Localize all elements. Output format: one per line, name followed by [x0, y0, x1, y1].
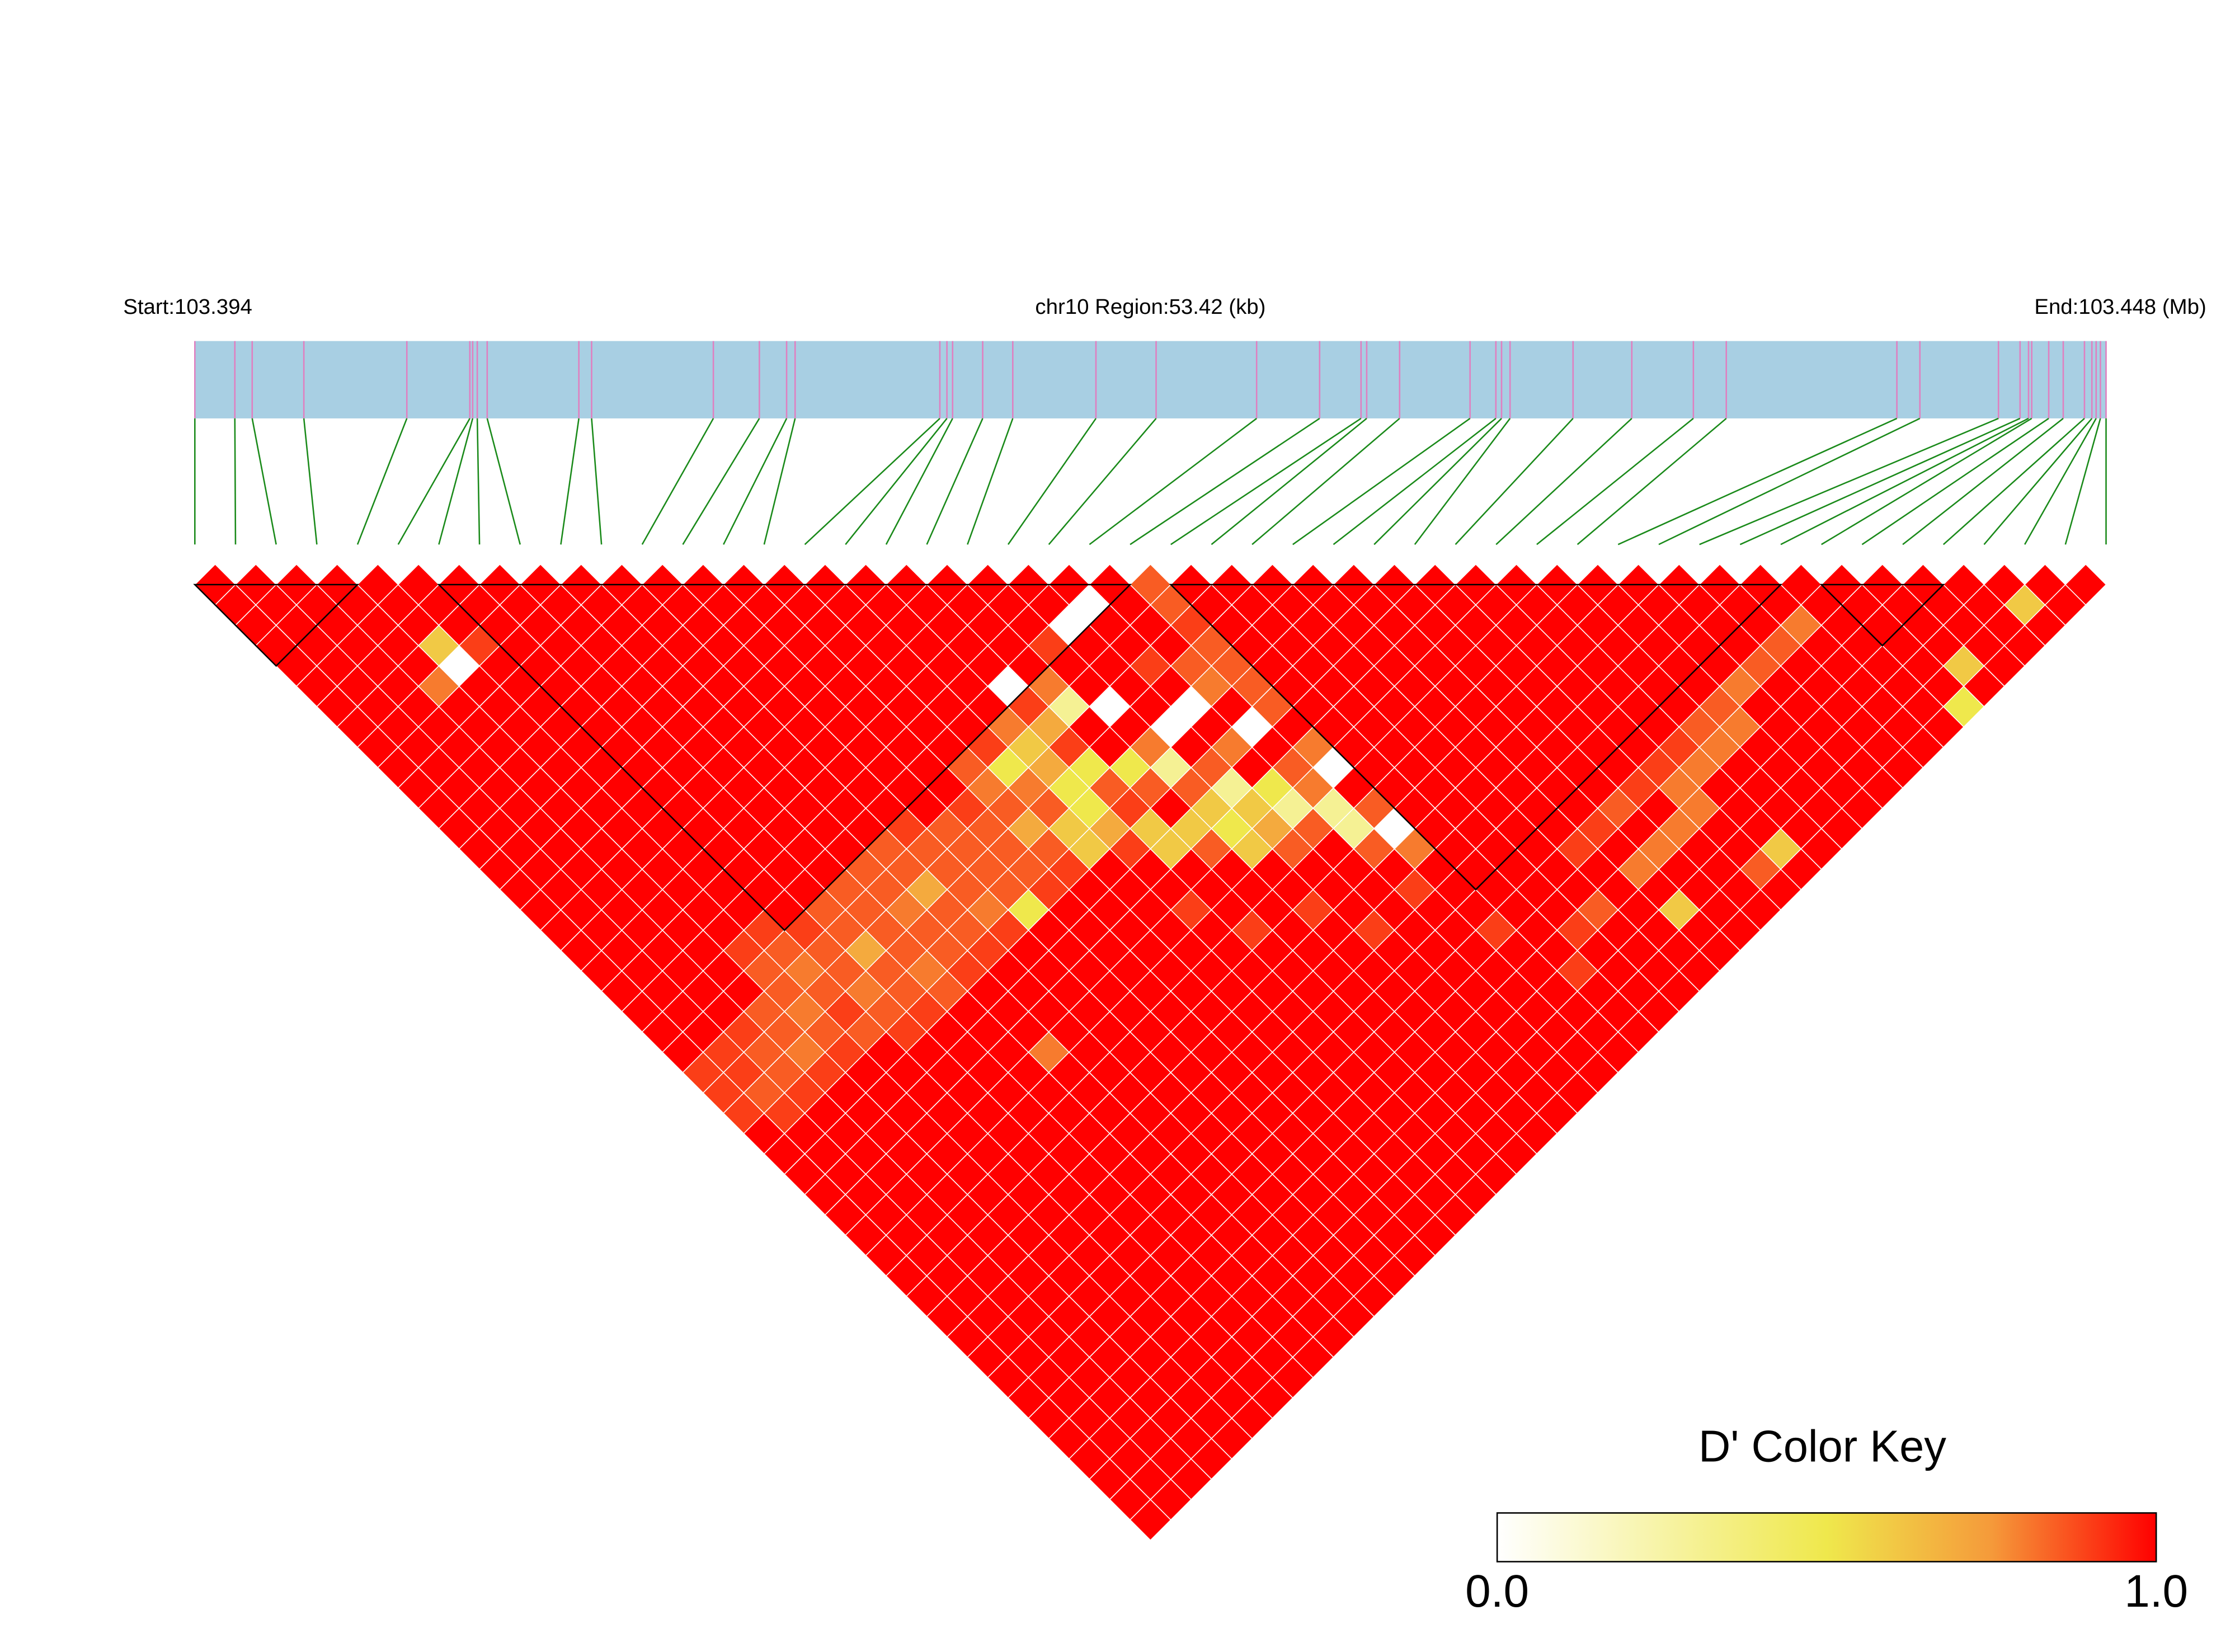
snp-connector: [1170, 417, 1362, 545]
snp-connector: [1048, 418, 1157, 545]
snp-connector: [1211, 417, 1367, 545]
snp-connector: [560, 418, 580, 545]
snp-connector: [641, 418, 714, 545]
region-bar: [195, 341, 2106, 418]
snp-connector: [1861, 417, 2049, 545]
snp-connector: [885, 418, 953, 545]
haplotype-block: [1819, 583, 1945, 647]
haplotype-block: [437, 583, 1132, 931]
snp-connector: [1617, 417, 1898, 545]
snp-connector: [1373, 418, 1502, 545]
snp-connector: [1780, 417, 2029, 545]
ld-cell: [2064, 563, 2107, 606]
snp-connector: [1007, 418, 1097, 545]
snp-connector: [1577, 417, 1727, 545]
snp-connector: [397, 418, 470, 545]
snp-connector: [1089, 417, 1257, 545]
snp-connector: [804, 417, 940, 545]
key-title: D' Color Key: [1698, 1422, 1946, 1471]
start-label: Start:103.394: [123, 295, 252, 319]
snp-connector: [1699, 417, 1999, 545]
haplotype-block: [1169, 583, 1783, 891]
snp-connector: [234, 418, 237, 545]
snp-connector: [1414, 418, 1511, 545]
snp-connector: [1495, 417, 1632, 545]
snp-connector: [486, 418, 521, 545]
snp-connector: [251, 418, 277, 545]
snp-connector: [1455, 418, 1574, 545]
snp-connector: [1251, 417, 1400, 545]
key-tick-label: 1.0: [2124, 1566, 2188, 1617]
snp-connector: [2064, 418, 2101, 545]
snp-connector: [303, 418, 318, 545]
snp-connector: [356, 418, 408, 545]
snp-connector: [591, 418, 603, 545]
snp-connector: [1983, 418, 2093, 545]
key-tick-label: 0.0: [1465, 1566, 1529, 1617]
snp-connector: [1333, 417, 1497, 545]
snp-connector: [1130, 417, 1320, 545]
region-label: chr10 Region:53.42 (kb): [1035, 295, 1265, 319]
snp-connector: [438, 418, 474, 545]
snp-connector: [682, 418, 760, 545]
snp-connector: [1658, 417, 1921, 545]
snp-connector: [845, 418, 948, 545]
snp-connector: [763, 418, 796, 545]
snp-connector: [1942, 417, 2085, 545]
color-key: [1496, 1512, 2157, 1562]
snp-connector: [2024, 418, 2097, 545]
snp-connector: [1739, 417, 2021, 545]
end-label: End:103.448 (Mb): [2034, 295, 2206, 319]
haplotype-block: [193, 583, 360, 667]
snp-connector: [476, 418, 481, 545]
snp-connector: [967, 418, 1014, 545]
snp-connector: [1292, 417, 1471, 545]
snp-connector: [1821, 417, 2032, 545]
snp-connector: [926, 418, 984, 545]
snp-connector: [1902, 417, 2064, 545]
snp-connector: [723, 418, 788, 545]
snp-connector: [1536, 417, 1694, 545]
